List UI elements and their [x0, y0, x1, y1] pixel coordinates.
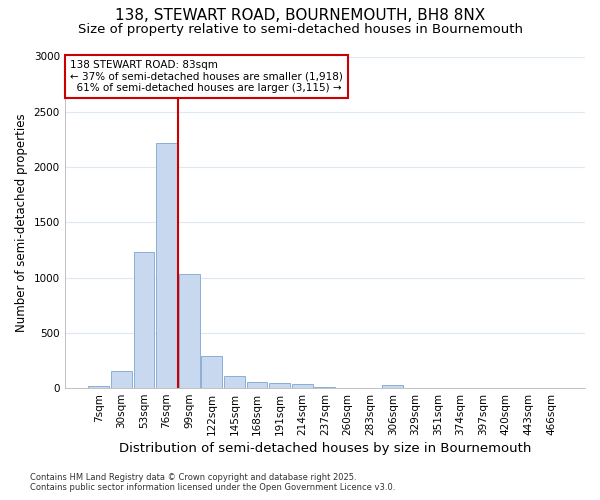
Text: 138, STEWART ROAD, BOURNEMOUTH, BH8 8NX: 138, STEWART ROAD, BOURNEMOUTH, BH8 8NX: [115, 8, 485, 22]
Bar: [156, 142, 177, 388]
Bar: [269, 382, 290, 388]
Y-axis label: Number of semi-detached properties: Number of semi-detached properties: [15, 113, 28, 332]
Bar: [88, 386, 109, 388]
Text: Contains HM Land Registry data © Crown copyright and database right 2025.
Contai: Contains HM Land Registry data © Crown c…: [30, 473, 395, 492]
Text: 138 STEWART ROAD: 83sqm
← 37% of semi-detached houses are smaller (1,918)
  61% : 138 STEWART ROAD: 83sqm ← 37% of semi-de…: [70, 60, 343, 93]
Bar: [179, 274, 200, 388]
Bar: [292, 384, 313, 388]
Bar: [382, 385, 403, 388]
Text: Size of property relative to semi-detached houses in Bournemouth: Size of property relative to semi-detach…: [77, 22, 523, 36]
Bar: [134, 252, 154, 388]
Bar: [247, 382, 268, 388]
Bar: [111, 372, 132, 388]
Bar: [224, 376, 245, 388]
Bar: [314, 387, 335, 388]
Bar: [202, 356, 222, 388]
X-axis label: Distribution of semi-detached houses by size in Bournemouth: Distribution of semi-detached houses by …: [119, 442, 531, 455]
